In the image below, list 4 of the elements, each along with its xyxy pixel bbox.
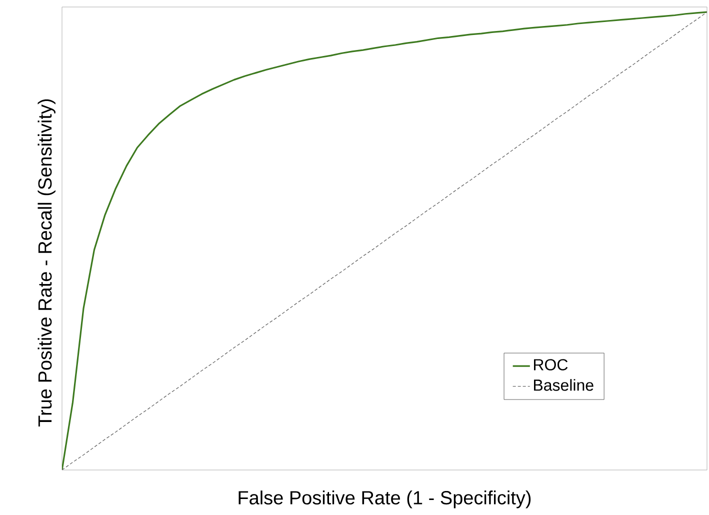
legend-label: ROC [534, 359, 568, 370]
y-axis-title: True Positive Rate - Recall (Sensitivity) [38, 99, 56, 426]
legend-label: Baseline [534, 379, 594, 391]
x-axis-title: False Positive Rate (1 - Specificity) [238, 490, 531, 508]
